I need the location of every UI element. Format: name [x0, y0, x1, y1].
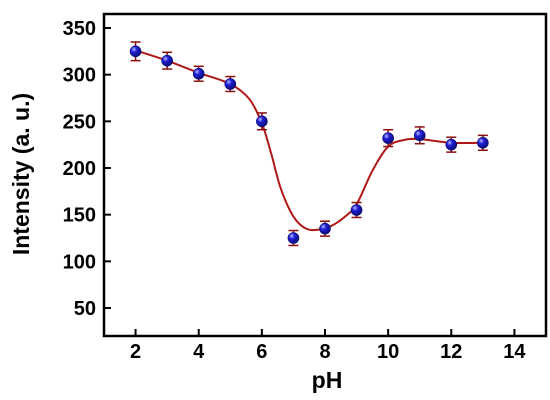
x-tick-label: 10	[377, 341, 399, 363]
data-point	[477, 137, 489, 149]
x-tick-label: 14	[503, 341, 526, 363]
data-point	[413, 129, 426, 142]
y-tick-label: 150	[63, 205, 96, 227]
data-point	[382, 132, 394, 144]
y-tick-label: 50	[74, 298, 96, 320]
data-point	[192, 67, 205, 80]
data-point-layer	[129, 45, 489, 244]
y-tick-label: 200	[63, 158, 96, 180]
tick-layer: 2 4 6 8 10 12 14 50 100 150 200 250 300 350	[63, 18, 527, 363]
x-tick-label: 4	[193, 341, 205, 363]
data-point	[129, 45, 142, 58]
x-tick-label: 2	[130, 341, 141, 363]
data-point	[350, 204, 363, 216]
y-axis-title: Intensity (a. u.)	[8, 93, 34, 255]
error-bar-layer	[130, 41, 488, 247]
data-point	[319, 222, 331, 235]
x-tick-label: 12	[440, 341, 462, 363]
x-axis-title: pH	[312, 367, 343, 393]
y-tick-label: 250	[63, 111, 96, 133]
data-point	[287, 232, 300, 244]
fit-curve	[135, 49, 483, 232]
fit-curve-layer	[135, 49, 483, 232]
y-tick-label: 100	[63, 251, 96, 273]
y-tick-label: 300	[63, 65, 96, 87]
x-tick-label: 8	[319, 341, 330, 363]
x-tick-label: 6	[256, 341, 267, 363]
y-tick-label: 350	[63, 18, 96, 40]
data-point	[445, 138, 458, 151]
data-point	[161, 54, 173, 67]
data-point	[224, 78, 237, 90]
data-point	[256, 115, 268, 128]
